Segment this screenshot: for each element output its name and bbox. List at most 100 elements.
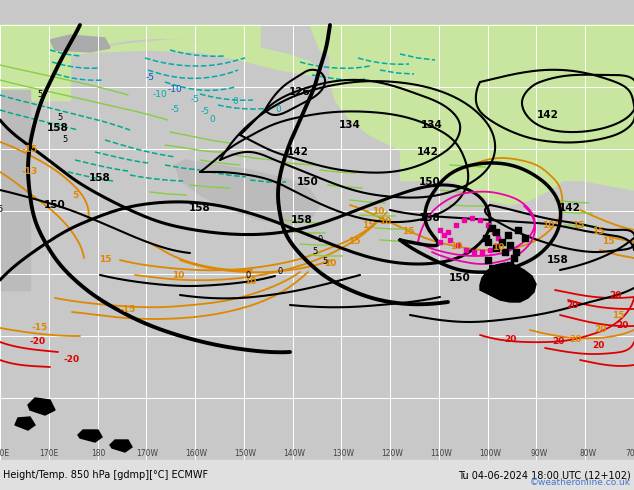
Text: 15: 15: [402, 227, 414, 237]
Polygon shape: [175, 160, 320, 225]
Text: 180E: 180E: [0, 449, 10, 458]
Point: [511, 248, 521, 256]
Text: 180: 180: [91, 449, 105, 458]
Text: -15: -15: [120, 305, 136, 315]
Text: 10: 10: [244, 277, 256, 287]
Point: [485, 246, 495, 254]
Text: 10: 10: [372, 207, 384, 217]
Point: [475, 216, 485, 224]
Point: [505, 241, 515, 249]
Text: 5: 5: [62, 136, 68, 145]
Point: [435, 226, 445, 234]
Point: [491, 228, 501, 236]
Text: 150: 150: [419, 177, 441, 187]
Text: 158: 158: [89, 173, 111, 183]
Text: 150: 150: [297, 177, 319, 187]
Bar: [380, 25, 634, 100]
Text: 5: 5: [57, 114, 63, 122]
Point: [503, 231, 513, 239]
Text: -5: -5: [145, 74, 155, 82]
Text: 10: 10: [172, 270, 184, 279]
Point: [483, 256, 493, 264]
FancyBboxPatch shape: [0, 25, 70, 100]
Text: 158: 158: [189, 203, 211, 213]
Point: [453, 241, 463, 249]
Text: 5: 5: [37, 91, 42, 99]
Text: 20: 20: [552, 338, 564, 346]
Text: -5: -5: [171, 105, 179, 115]
Polygon shape: [28, 398, 55, 415]
Text: 15: 15: [592, 227, 604, 237]
Polygon shape: [78, 430, 102, 442]
Text: 15: 15: [602, 238, 614, 246]
Text: 0: 0: [232, 98, 238, 106]
Text: 0: 0: [278, 268, 283, 276]
Point: [500, 248, 510, 256]
Text: -5: -5: [200, 107, 209, 117]
Text: 120W: 120W: [381, 449, 403, 458]
Text: -5: -5: [190, 96, 200, 104]
Text: 142: 142: [417, 147, 439, 157]
Text: 134: 134: [339, 120, 361, 130]
Polygon shape: [0, 40, 320, 75]
Text: 130W: 130W: [332, 449, 354, 458]
Bar: [400, 25, 634, 180]
Text: 0: 0: [245, 270, 250, 279]
Point: [520, 234, 530, 242]
Polygon shape: [310, 25, 634, 190]
Point: [487, 264, 497, 272]
Point: [477, 248, 487, 256]
Text: ©weatheronline.co.uk: ©weatheronline.co.uk: [530, 478, 631, 487]
Point: [435, 238, 445, 246]
Text: 0: 0: [318, 236, 323, 245]
Text: 150: 150: [449, 273, 471, 283]
Text: 142: 142: [287, 147, 309, 157]
Text: -20: -20: [64, 356, 80, 365]
Text: 10: 10: [542, 220, 554, 229]
Text: 170E: 170E: [39, 449, 58, 458]
Text: 15: 15: [99, 255, 111, 265]
Point: [509, 254, 519, 262]
Text: 150W: 150W: [234, 449, 256, 458]
Text: 5: 5: [322, 258, 328, 267]
Point: [467, 214, 477, 222]
Text: 100W: 100W: [479, 449, 501, 458]
Point: [491, 242, 501, 250]
Point: [491, 244, 501, 252]
Text: -10: -10: [167, 85, 183, 95]
Text: 150: 150: [44, 200, 66, 210]
Text: 5: 5: [72, 191, 78, 199]
Text: 110W: 110W: [430, 449, 452, 458]
Text: Height/Temp. 850 hPa [gdmp][°C] ECMWF: Height/Temp. 850 hPa [gdmp][°C] ECMWF: [3, 470, 208, 480]
Polygon shape: [110, 440, 132, 452]
Text: 15: 15: [572, 220, 585, 229]
Point: [443, 228, 453, 236]
Text: 5: 5: [0, 205, 3, 215]
Point: [461, 246, 471, 254]
Text: 10: 10: [492, 244, 504, 252]
Text: 140W: 140W: [283, 449, 305, 458]
Point: [481, 234, 491, 242]
Point: [497, 238, 507, 246]
Text: 15: 15: [362, 220, 374, 229]
Point: [445, 236, 455, 244]
Text: 126: 126: [289, 87, 311, 97]
Text: 142: 142: [537, 110, 559, 120]
Text: 20: 20: [609, 291, 621, 299]
Text: 10: 10: [324, 260, 336, 269]
Text: 10: 10: [378, 218, 391, 226]
Text: 20: 20: [504, 336, 516, 344]
Polygon shape: [330, 25, 634, 205]
Text: 20: 20: [569, 336, 581, 344]
Text: -15: -15: [22, 146, 38, 154]
Polygon shape: [480, 263, 536, 302]
Text: -13: -13: [22, 168, 38, 176]
Text: 158: 158: [291, 215, 313, 225]
Text: 160W: 160W: [185, 449, 207, 458]
Point: [483, 221, 493, 229]
Text: 142: 142: [559, 203, 581, 213]
Polygon shape: [400, 25, 634, 100]
FancyBboxPatch shape: [0, 90, 30, 290]
Text: -20: -20: [30, 338, 46, 346]
Text: 158: 158: [547, 255, 569, 265]
